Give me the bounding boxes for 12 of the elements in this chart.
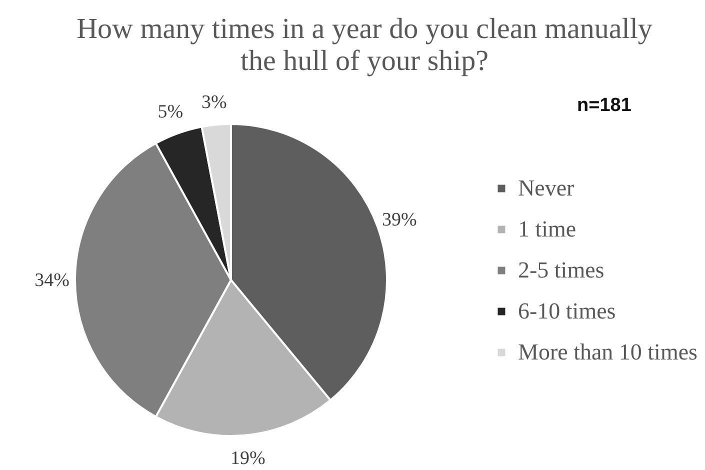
text: n=181 [577,95,632,116]
legend-label: 1 time [518,216,576,242]
legend-label: More than 10 times [518,340,698,364]
legend-label: 2-5 times [518,258,604,282]
data-label: 19% [230,448,266,470]
data-label: 39% [382,209,418,230]
data-label: 5% [158,102,184,123]
legend-label: 6-10 times [518,298,616,324]
chart-title: How many times in a year do you clean manually the hull of your ship? [76,13,653,77]
legend-label: Never [518,176,575,200]
data-label: 3% [201,92,227,113]
data-label: 34% [34,270,70,291]
